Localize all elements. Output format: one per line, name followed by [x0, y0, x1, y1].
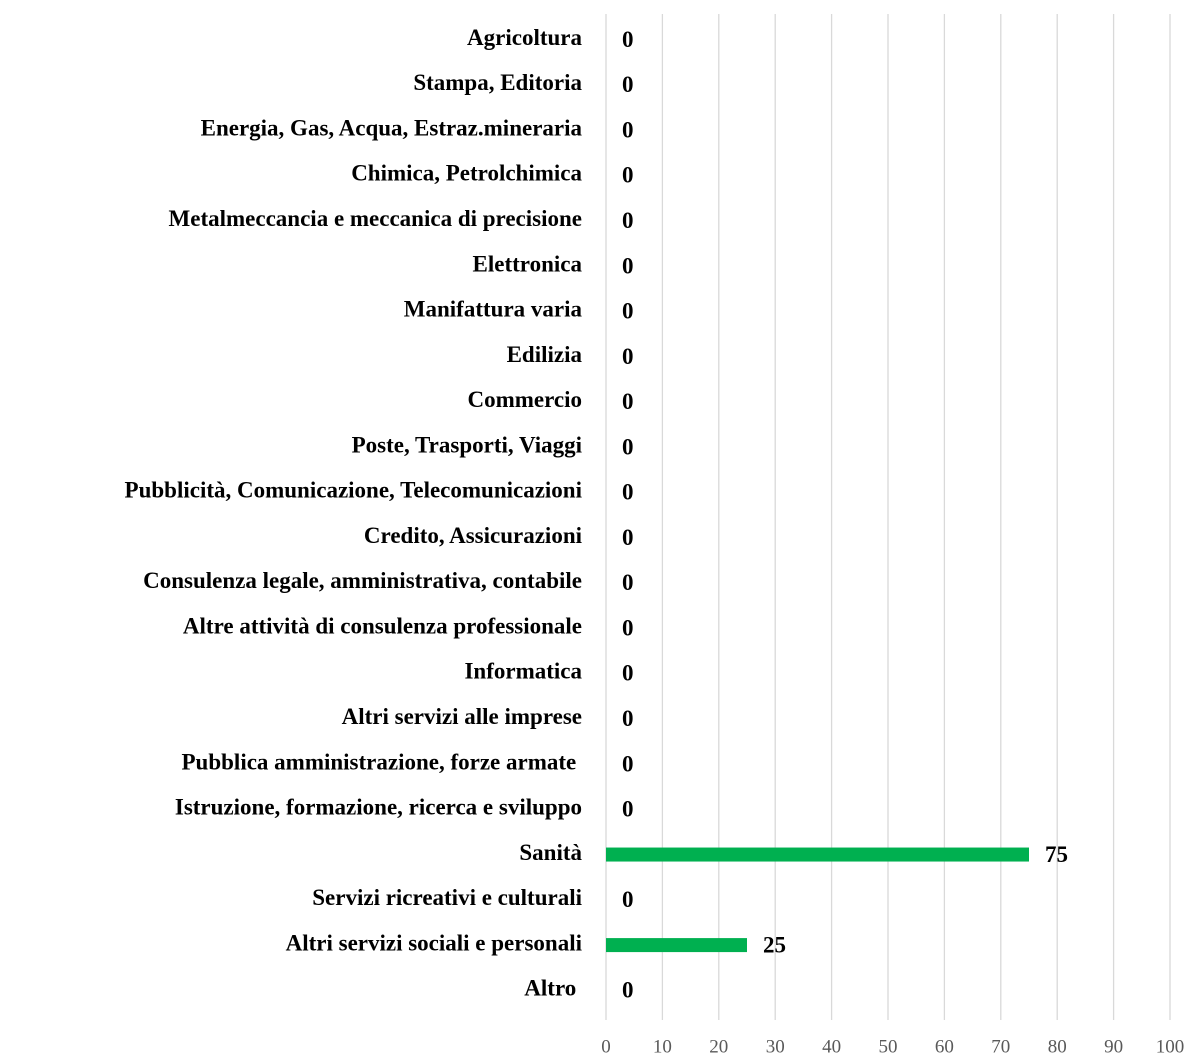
- data-label: 0: [622, 751, 634, 776]
- x-tick-label: 10: [653, 1036, 672, 1057]
- data-label: 0: [622, 253, 634, 278]
- data-label: 0: [622, 299, 634, 324]
- data-label: 25: [763, 932, 786, 957]
- data-label: 0: [622, 615, 634, 640]
- data-label: 75: [1045, 842, 1068, 867]
- y-tick-label: Pubblica amministrazione, forze armate: [182, 749, 583, 774]
- x-tick-label: 70: [991, 1036, 1010, 1057]
- y-tick-label: Agricoltura: [467, 25, 582, 50]
- y-tick-label: Altro: [524, 976, 582, 1001]
- data-label: 0: [622, 163, 634, 188]
- y-tick-label: Commercio: [467, 387, 582, 412]
- y-tick-label: Consulenza legale, amministrativa, conta…: [143, 568, 582, 593]
- data-label: 0: [622, 978, 634, 1003]
- data-label: 0: [622, 344, 634, 369]
- x-tick-label: 30: [766, 1036, 785, 1057]
- x-tick-label: 80: [1048, 1036, 1067, 1057]
- x-tick-label: 50: [879, 1036, 898, 1057]
- y-tick-label: Servizi ricreativi e culturali: [312, 885, 582, 910]
- x-tick-label: 60: [935, 1036, 954, 1057]
- x-tick-label: 20: [709, 1036, 728, 1057]
- y-tick-label: Poste, Trasporti, Viaggi: [352, 432, 583, 457]
- data-label: 0: [622, 117, 634, 142]
- y-tick-label: Edilizia: [507, 342, 583, 367]
- bar: [606, 847, 1029, 862]
- y-tick-label: Istruzione, formazione, ricerca e svilup…: [175, 795, 582, 820]
- y-tick-label: Altri servizi alle imprese: [342, 704, 582, 729]
- data-label: 0: [622, 208, 634, 233]
- data-label: 0: [622, 480, 634, 505]
- data-label: 0: [622, 797, 634, 822]
- data-label: 0: [622, 706, 634, 731]
- y-tick-label: Energia, Gas, Acqua, Estraz.mineraria: [201, 115, 583, 140]
- x-tick-label: 0: [601, 1036, 611, 1057]
- y-tick-label: Sanità: [519, 840, 582, 865]
- y-tick-label: Informatica: [464, 659, 582, 684]
- y-tick-label: Manifattura varia: [404, 297, 583, 322]
- data-label: 0: [622, 887, 634, 912]
- y-tick-label: Altre attività di consulenza professiona…: [183, 613, 582, 638]
- bar: [606, 938, 747, 953]
- y-tick-label: Chimica, Petrolchimica: [351, 161, 582, 186]
- data-label: 0: [622, 72, 634, 97]
- data-label: 0: [622, 434, 634, 459]
- x-tick-label: 100: [1156, 1036, 1185, 1057]
- data-label: 0: [622, 525, 634, 550]
- data-label: 0: [622, 661, 634, 686]
- y-tick-label: Pubblicità, Comunicazione, Telecomunicaz…: [125, 478, 583, 503]
- y-tick-label: Credito, Assicurazioni: [364, 523, 583, 548]
- y-tick-label: Elettronica: [473, 251, 583, 276]
- x-tick-label: 90: [1104, 1036, 1123, 1057]
- y-tick-label: Altri servizi sociali e personali: [286, 930, 583, 955]
- data-label: 0: [622, 389, 634, 414]
- x-tick-label: 40: [822, 1036, 841, 1057]
- data-label: 0: [622, 27, 634, 52]
- y-tick-label: Metalmeccancia e meccanica di precisione: [169, 206, 582, 231]
- y-tick-label: Stampa, Editoria: [413, 70, 582, 95]
- data-label: 0: [622, 570, 634, 595]
